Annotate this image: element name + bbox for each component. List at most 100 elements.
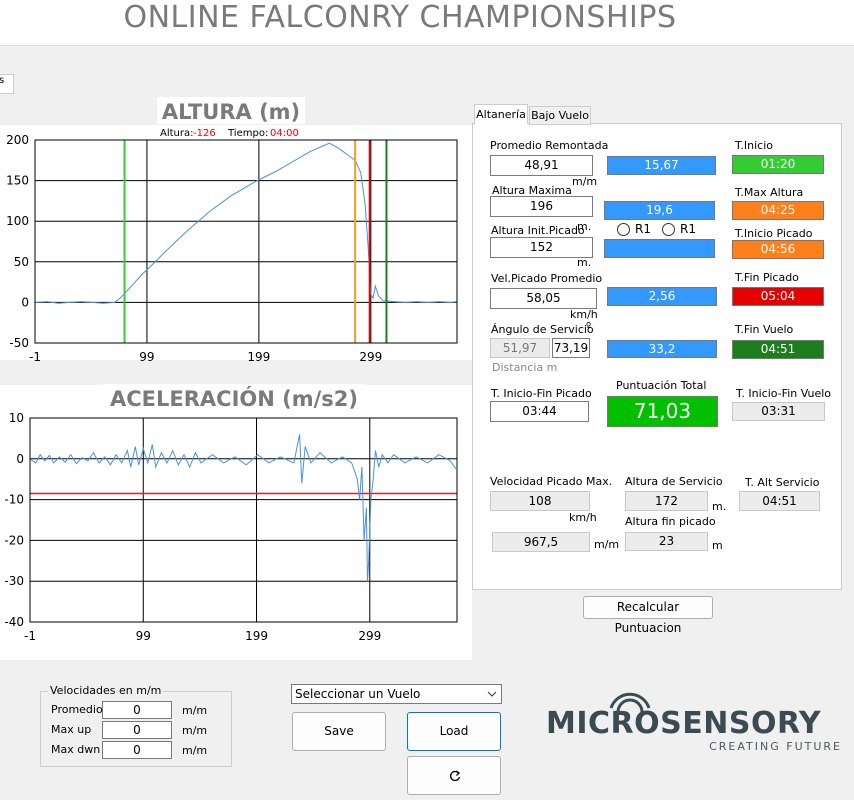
annotation: 04:00 (270, 128, 299, 139)
label: T.Fin Vuelo (735, 323, 794, 336)
unit: km/h (569, 511, 597, 524)
field: 108 (490, 491, 590, 511)
hint: Distancia m (492, 361, 558, 374)
label: Promedio Remontada (490, 139, 609, 152)
score: 15,67 (607, 156, 716, 175)
y-tick-label: -50 (9, 336, 29, 350)
recalculate-button[interactable]: Recalcular Puntuacion (583, 596, 713, 635)
label: T. Inicio-Fin Picado (491, 387, 592, 400)
data-line (29, 434, 457, 582)
refresh-button[interactable] (407, 756, 501, 795)
load-button[interactable]: Load (407, 712, 501, 751)
y-tick-label: 0 (16, 452, 24, 466)
x-tick-label: 99 (136, 629, 151, 643)
field: 51,97 (490, 338, 550, 358)
charts: ALTURA (m) Altura: -126 Tiempo: 04:00 -50 0 50 1… (0, 97, 472, 660)
time-box: 04:25 (732, 201, 824, 220)
refresh-icon (450, 770, 461, 782)
tab[interactable]: Bajo Vuelo (529, 106, 591, 125)
label: T.Fin Picado (735, 271, 799, 284)
x-tick-label: 299 (358, 629, 381, 643)
unit: m/m (182, 704, 208, 717)
radio-label[interactable]: R1 (680, 222, 696, 236)
annotation: -126 (193, 128, 216, 139)
unit: m/m (594, 538, 620, 551)
time-box: 04:51 (732, 340, 824, 359)
field[interactable]: 58,05 (490, 288, 597, 309)
field[interactable]: 03:44 (490, 401, 589, 422)
field[interactable]: 0 (102, 721, 172, 739)
y-tick-label: -10 (4, 493, 24, 507)
chart-title: ALTURA (m) (162, 100, 300, 124)
y-tick-label: 50 (14, 255, 29, 269)
header-band (0, 0, 854, 46)
annotation: Altura: (160, 128, 194, 139)
chart-background (0, 385, 472, 660)
y-tick-label: 150 (6, 174, 29, 188)
x-tick-label: -1 (24, 629, 36, 643)
data-line (34, 142, 458, 304)
label: Altura Init.Picado (491, 224, 585, 237)
chart-title: ACELERACIÓN (m/s2) (110, 386, 358, 411)
score: 19,6 (604, 201, 715, 220)
y-tick-label: 10 (9, 411, 24, 425)
radio-label[interactable]: R1 (635, 222, 651, 236)
field[interactable]: 73,19 (552, 338, 590, 358)
unit: km/h (570, 308, 598, 321)
radio[interactable] (617, 223, 630, 236)
field[interactable]: 0 (102, 741, 172, 759)
field: 967,5 (492, 532, 590, 552)
unit: m/m (572, 175, 598, 188)
logo-tagline: CREATING FUTURE (709, 740, 842, 753)
group-title: Velocidades en m/m (48, 684, 164, 697)
unit: º (586, 320, 592, 333)
x-tick-label: -1 (29, 350, 41, 364)
app-title: ONLINE FALCONRY CHAMPIONSHIPS (123, 0, 677, 35)
field[interactable]: 48,91 (490, 155, 593, 176)
save-button[interactable]: Save (292, 712, 386, 751)
field[interactable]: 196 (490, 196, 593, 217)
x-tick-label: 199 (247, 350, 270, 364)
radio[interactable] (662, 223, 675, 236)
tab-stub[interactable]: s (0, 74, 14, 94)
label: Altura de Servicio (625, 475, 723, 488)
unit: m/m (182, 724, 208, 737)
dropdown-text: Seleccionar un Vuelo (295, 687, 421, 701)
total-score: 71,03 (607, 396, 718, 427)
label: T.Inicio Picado (735, 227, 813, 240)
label: Puntuación Total (616, 379, 707, 392)
plot-border (29, 417, 458, 623)
label: Max up (51, 723, 92, 736)
title-background (103, 384, 365, 412)
label: T.Max Altura (735, 186, 804, 199)
label: T.Inicio (735, 139, 774, 152)
time-box: 04:56 (732, 240, 824, 259)
label: Altura fin picado (625, 515, 716, 528)
unit: m. (577, 220, 592, 233)
dropdown[interactable]: Seleccionar un Vuelo (291, 684, 502, 704)
unit: m (712, 539, 723, 552)
logo-signal (609, 692, 651, 713)
label: Vel.Picado Promedio (491, 272, 603, 285)
unit: m/m (182, 744, 208, 757)
time-box: 05:04 (732, 287, 824, 306)
unit: m. (712, 500, 727, 513)
unit: m. (577, 256, 592, 269)
plot-border (34, 139, 458, 344)
y-tick-label: -40 (4, 615, 24, 629)
title-background (157, 97, 305, 124)
field[interactable]: 152 (490, 237, 593, 258)
chart-background (0, 125, 472, 360)
tab[interactable]: Altanería (474, 104, 528, 124)
label: Promedio (51, 703, 103, 716)
field: 03:31 (732, 402, 825, 421)
x-tick-label: 99 (139, 350, 154, 364)
label: T. Alt Servicio (745, 476, 820, 489)
score: 33,2 (607, 340, 717, 358)
y-tick-label: 200 (6, 133, 29, 147)
field: 23 (625, 532, 708, 551)
score: 2,56 (607, 287, 717, 306)
score (604, 239, 715, 258)
field[interactable]: 0 (102, 701, 172, 719)
